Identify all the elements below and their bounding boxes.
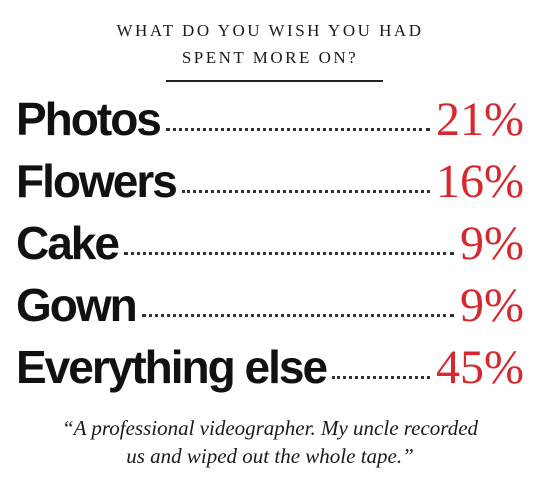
item-value: 45% [436,341,524,394]
quote-line: us and wiped out the whole tape.” [126,444,414,468]
dot-leader [332,376,431,379]
dot-leader [165,128,431,131]
item-row: Flowers 16% [16,154,524,216]
title: WHAT DO YOU WISH YOU HAD [116,21,424,40]
quote: “A professional videographer. My uncle r… [0,414,540,470]
dot-leader [141,314,455,317]
item-value: 9% [460,279,524,332]
item-value: 21% [436,93,524,146]
dot-leader [123,252,455,255]
item-value: 16% [436,155,524,208]
item-label: Photos [16,93,162,145]
item-row: Photos 21% [16,92,524,154]
title: SPENT MORE ON? [181,48,359,67]
item-label: Gown [16,279,138,331]
item-list: Photos 21% Flowers 16% Cake 9% Gown 9% Everythin… [16,92,524,402]
item-row: Gown 9% [16,278,524,340]
title-rule [166,80,383,82]
item-value: 9% [460,217,524,270]
item-label: Everything else [16,341,328,393]
item-row: Everything else 45% [16,340,524,402]
quote-line: “A professional videographer. My uncle r… [61,416,479,440]
item-row: Cake 9% [16,216,524,278]
dot-leader [181,190,431,193]
item-label: Flowers [16,155,178,207]
item-label: Cake [16,217,120,269]
